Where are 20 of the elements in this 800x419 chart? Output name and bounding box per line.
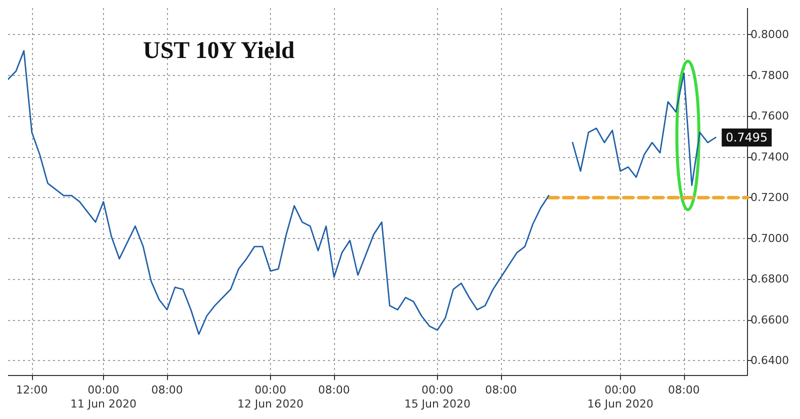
x-tick-label: 08:00: [668, 384, 700, 396]
data-label: 0.7495: [726, 130, 768, 144]
y-tick-label: 0.8000: [750, 28, 790, 42]
x-tick-label: 00:00 15 Jun 2020: [404, 384, 470, 410]
x-tick-label: 08:00: [485, 384, 517, 396]
text: UST 10Y Yield: [143, 38, 296, 64]
y-tick-label: 0.7400: [750, 150, 790, 164]
y-tick-label: 0.7600: [750, 110, 790, 123]
x-tick-label: 08:00: [318, 384, 350, 396]
x-tick-label: 08:00: [151, 384, 183, 396]
x-tick-label: 00:00 16 Jun 2020: [587, 384, 654, 410]
x-tick-label: 00:00 11 Jun 2020: [70, 384, 137, 410]
y-tick-label: 0.6800: [750, 272, 790, 286]
x-tick-label: 12:00: [16, 384, 48, 396]
y-tick-label: 0.6400: [750, 354, 790, 368]
y-tick-label: 0.7800: [750, 68, 790, 82]
y-tick-label: 0.7200: [750, 191, 790, 204]
x-tick-label: 00:00 12 Jun 2020: [237, 384, 304, 410]
y-tick-label: 0.7000: [750, 232, 790, 245]
y-tick-label: 0.6600: [750, 313, 790, 326]
